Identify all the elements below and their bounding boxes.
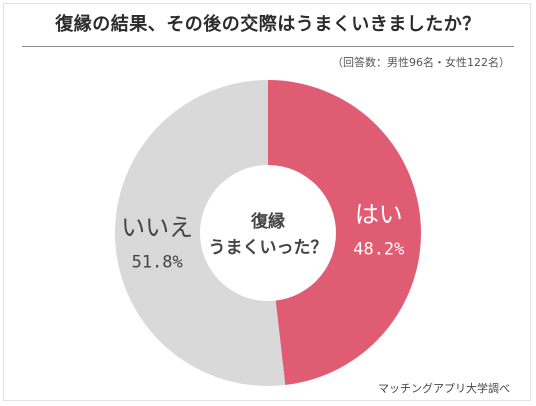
chart-title: 復縁の結果、その後の交際はうまくいきましたか？ <box>55 14 481 35</box>
respondent-count: （回答数：男性96名・女性122名） <box>332 56 510 69</box>
slice-value-1: 48.2% <box>353 240 404 260</box>
chart-frame <box>3 3 531 401</box>
title-divider <box>22 46 514 47</box>
center-label-line-2: うまくいった？ <box>209 238 328 258</box>
slice-label-2: いいえ <box>121 213 193 241</box>
donut-hole <box>200 165 336 301</box>
pie-slice-1 <box>268 80 421 386</box>
slice-label-1: はい <box>355 201 403 229</box>
source-credit: マッチングアプリ大学調べ <box>378 382 510 395</box>
slice-label-group: はい 48.2% いいえ 51.8% <box>121 201 404 273</box>
slice-value-2: 51.8% <box>132 252 183 272</box>
center-label-line-1: 復縁 <box>250 211 285 232</box>
